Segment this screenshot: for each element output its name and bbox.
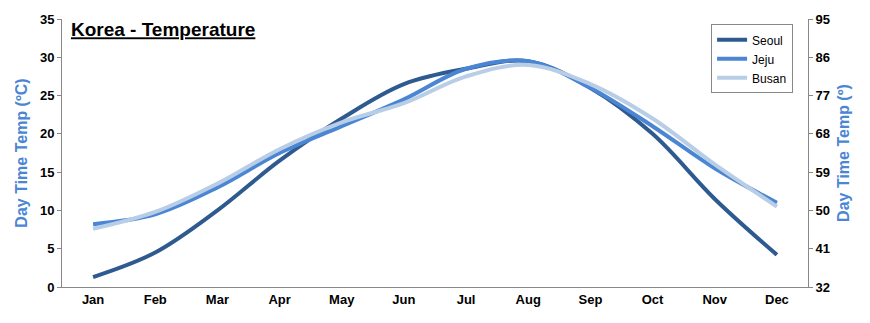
svg-text:Feb: Feb (144, 292, 167, 307)
svg-text:35: 35 (40, 12, 54, 27)
svg-text:Sep: Sep (578, 292, 602, 307)
svg-text:15: 15 (40, 165, 54, 180)
svg-text:Nov: Nov (702, 292, 727, 307)
svg-text:Jul: Jul (457, 292, 476, 307)
svg-text:41: 41 (816, 241, 830, 256)
svg-text:Jeju: Jeju (752, 53, 774, 67)
svg-text:Mar: Mar (206, 292, 229, 307)
svg-text:95: 95 (816, 12, 830, 27)
svg-text:Dec: Dec (765, 292, 789, 307)
svg-text:Oct: Oct (642, 292, 664, 307)
svg-text:10: 10 (40, 203, 54, 218)
svg-text:May: May (329, 292, 355, 307)
svg-text:Busan: Busan (752, 72, 786, 86)
svg-text:Day Time Temp (º): Day Time Temp (º) (835, 84, 852, 222)
svg-text:0: 0 (47, 280, 54, 295)
svg-text:59: 59 (816, 165, 830, 180)
svg-text:Apr: Apr (268, 292, 290, 307)
svg-text:77: 77 (816, 88, 830, 103)
svg-text:Day Time Temp (ºC): Day Time Temp (ºC) (13, 78, 30, 227)
svg-text:5: 5 (47, 241, 54, 256)
svg-text:Korea - Temperature: Korea - Temperature (71, 19, 255, 40)
svg-text:Seoul: Seoul (752, 34, 783, 48)
svg-text:Jun: Jun (392, 292, 415, 307)
svg-text:Jan: Jan (82, 292, 104, 307)
svg-text:20: 20 (40, 126, 54, 141)
svg-text:32: 32 (816, 280, 830, 295)
svg-text:86: 86 (816, 50, 830, 65)
svg-text:Aug: Aug (516, 292, 541, 307)
svg-text:30: 30 (40, 50, 54, 65)
svg-text:68: 68 (816, 126, 830, 141)
svg-text:50: 50 (816, 203, 830, 218)
svg-text:25: 25 (40, 88, 54, 103)
